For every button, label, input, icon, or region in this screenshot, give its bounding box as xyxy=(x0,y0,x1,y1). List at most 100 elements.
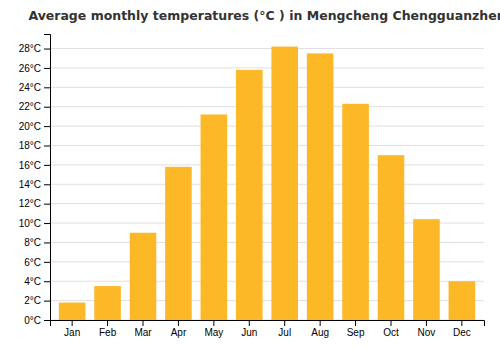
bar xyxy=(271,47,298,320)
tick-mark xyxy=(44,301,50,302)
tick-mark xyxy=(461,320,462,326)
tick: 10°C xyxy=(19,218,50,229)
tick: 12°C xyxy=(19,198,50,209)
tick-mark xyxy=(143,320,144,326)
tick-label: 12°C xyxy=(19,198,41,209)
bar xyxy=(378,155,405,320)
tick-label: 10°C xyxy=(19,218,41,229)
grid-line xyxy=(50,106,484,107)
bar xyxy=(165,167,192,320)
tick-label: Feb xyxy=(99,327,117,338)
tick-label: 16°C xyxy=(19,160,41,171)
tick-mark xyxy=(320,320,321,326)
bar xyxy=(130,233,157,320)
tick: 22°C xyxy=(19,101,50,112)
tick: 4°C xyxy=(24,276,50,287)
tick: Dec xyxy=(453,320,471,338)
bar xyxy=(449,281,476,320)
axis-line xyxy=(51,321,485,327)
tick: 20°C xyxy=(19,121,50,132)
x-axis: JanFebMarAprMayJunJulAugSepOctNovDec xyxy=(51,320,485,338)
tick-label: Oct xyxy=(383,327,399,338)
tick-label: Jun xyxy=(241,327,257,338)
tick-mark xyxy=(44,87,50,88)
tick: Nov xyxy=(418,320,436,338)
bars xyxy=(59,47,475,320)
title: Average monthly temperatures (°C ) in Me… xyxy=(28,8,500,23)
grid-line xyxy=(50,164,484,165)
tick: Sep xyxy=(347,320,365,338)
tick-label: 26°C xyxy=(19,63,41,74)
tick-label: Dec xyxy=(453,327,471,338)
tick-mark xyxy=(44,242,50,243)
tick-label: 6°C xyxy=(24,257,41,268)
tick-label: Sep xyxy=(347,327,365,338)
grid xyxy=(50,49,484,320)
plot: 0°C 2°C 4°C 6°C 8°C 10°C 12°C 14°C 16°C 18°C 20°C 2… xyxy=(19,35,485,339)
tick-mark xyxy=(44,262,50,263)
tick: 14°C xyxy=(19,179,50,190)
tick-mark xyxy=(213,320,214,326)
grid-line xyxy=(50,87,484,88)
grid-line xyxy=(50,184,484,185)
tick-mark xyxy=(44,126,50,127)
tick: 6°C xyxy=(24,257,50,268)
tick: 0°C xyxy=(24,315,50,326)
tick-mark xyxy=(44,165,50,166)
tick-mark xyxy=(44,49,50,50)
bar xyxy=(413,219,440,320)
bar xyxy=(94,286,121,320)
grid-line xyxy=(50,48,484,49)
tick-label: 4°C xyxy=(24,276,41,287)
tick-label: 20°C xyxy=(19,121,41,132)
tick-label: Jan xyxy=(64,327,80,338)
tick-label: 14°C xyxy=(19,179,41,190)
tick: 26°C xyxy=(19,63,50,74)
tick: Mar xyxy=(134,320,152,338)
tick: 16°C xyxy=(19,160,50,171)
tick: 8°C xyxy=(24,237,50,248)
tick: 18°C xyxy=(19,140,50,151)
tick-mark xyxy=(44,204,50,205)
tick-mark xyxy=(249,320,250,326)
grid-line xyxy=(50,145,484,146)
chart: 0°C 2°C 4°C 6°C 8°C 10°C 12°C 14°C 16°C 18°C 20°C 2… xyxy=(0,0,500,350)
tick-label: May xyxy=(204,327,223,338)
tick-mark xyxy=(44,223,50,224)
tick: Jan xyxy=(64,320,80,338)
tick-label: Nov xyxy=(418,327,436,338)
tick-mark xyxy=(44,320,50,321)
tick: Oct xyxy=(383,320,399,338)
bar xyxy=(307,53,334,320)
tick-mark xyxy=(178,320,179,326)
bar xyxy=(201,114,228,320)
tick: Aug xyxy=(311,320,329,338)
grid-line xyxy=(50,67,484,68)
tick: Jun xyxy=(241,320,257,338)
tick-label: 2°C xyxy=(24,295,41,306)
tick-label: Jul xyxy=(278,327,291,338)
grid-line xyxy=(50,203,484,204)
tick-mark xyxy=(44,107,50,108)
tick-label: 8°C xyxy=(24,237,41,248)
tick-label: 24°C xyxy=(19,82,41,93)
bar xyxy=(236,70,263,320)
tick: 24°C xyxy=(19,82,50,93)
tick-label: 28°C xyxy=(19,43,41,54)
bar xyxy=(59,303,86,320)
tick-mark xyxy=(284,320,285,326)
tick: Feb xyxy=(99,320,117,338)
tick-mark xyxy=(44,68,50,69)
tick-mark xyxy=(391,320,392,326)
tick-mark xyxy=(44,145,50,146)
tick-label: Mar xyxy=(134,327,152,338)
y-axis: 0°C 2°C 4°C 6°C 8°C 10°C 12°C 14°C 16°C 18°C 20°C 2… xyxy=(19,35,51,326)
tick: 2°C xyxy=(24,295,50,306)
tick: Jul xyxy=(278,320,291,338)
tick-mark xyxy=(107,320,108,326)
tick: May xyxy=(204,320,223,338)
tick-label: 0°C xyxy=(24,315,41,326)
tick-mark xyxy=(44,184,50,185)
axis-line xyxy=(44,35,51,321)
tick-mark xyxy=(72,320,73,326)
